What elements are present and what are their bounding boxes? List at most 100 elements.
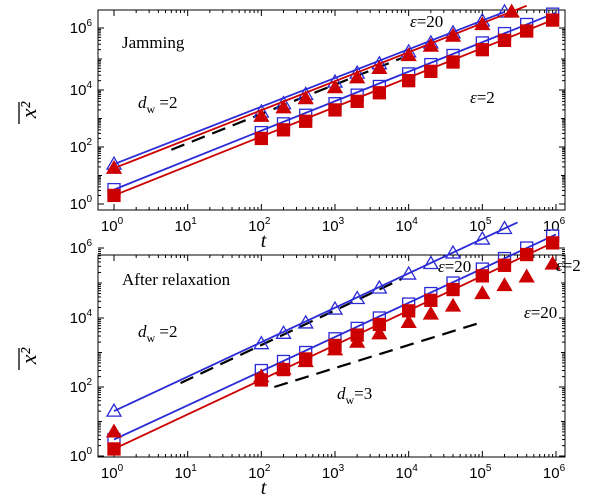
- y-tick-label: 100: [70, 194, 93, 213]
- data-point: [497, 258, 512, 272]
- annotation-curve-label: ε=20: [524, 303, 557, 322]
- data-point: [254, 131, 268, 146]
- data-point: [497, 33, 512, 47]
- data-point: [518, 268, 535, 283]
- annotation-slope-label: dw=3: [337, 384, 372, 407]
- series-4: [105, 255, 561, 438]
- data-point: [422, 37, 439, 52]
- data-point: [326, 341, 344, 356]
- y-tick-label: 100: [70, 446, 93, 465]
- data-point: [424, 293, 438, 307]
- data-point: [520, 24, 534, 38]
- data-point: [350, 94, 364, 108]
- reference-line: [180, 278, 402, 385]
- data-point: [371, 325, 388, 340]
- x-axis-label: t: [261, 477, 267, 499]
- annotation-curve-label: ε=20: [410, 12, 443, 31]
- fit-line: [113, 11, 505, 165]
- data-point: [446, 282, 460, 297]
- data-point: [544, 255, 561, 270]
- data-point: [275, 325, 292, 339]
- data-point: [275, 360, 292, 375]
- y-axis-label: x²: [16, 101, 41, 124]
- y-tick-label: 104: [70, 80, 93, 99]
- x-tick-label: 105: [469, 216, 492, 235]
- data-point: [326, 300, 344, 315]
- y-tick-label: 106: [70, 18, 93, 37]
- data-point: [424, 64, 438, 78]
- data-point: [444, 244, 462, 259]
- x-tick-label: 102: [248, 463, 271, 482]
- annotation-curve-label: ε=20: [438, 257, 471, 276]
- x-tick-label: 103: [322, 216, 345, 235]
- data-point: [253, 107, 270, 122]
- fit-line: [113, 221, 518, 412]
- data-point: [475, 43, 489, 57]
- data-point: [444, 27, 462, 42]
- data-point: [496, 277, 513, 292]
- annotation-curve-label: ε=2: [470, 88, 495, 107]
- data-point: [520, 247, 534, 262]
- x-tick-label: 101: [175, 463, 198, 482]
- data-point: [371, 60, 388, 74]
- data-point: [107, 442, 121, 456]
- x-tick-label: 103: [322, 463, 345, 482]
- x-axis-label: t: [261, 230, 267, 252]
- data-point: [105, 159, 123, 174]
- data-point: [297, 353, 314, 368]
- series-1: [105, 220, 518, 417]
- panel-title: After relaxation: [122, 270, 231, 289]
- data-point: [326, 79, 344, 94]
- x-tick-label: 106: [543, 463, 566, 482]
- fit-line: [113, 11, 557, 191]
- data-point: [276, 123, 291, 137]
- x-tick-label: 102: [248, 216, 271, 235]
- fit-line: [113, 4, 528, 170]
- annotation-panel-label: Jamming: [122, 33, 185, 52]
- annotation-slope-label: dw =2: [138, 93, 178, 116]
- data-point: [475, 269, 489, 283]
- data-point: [349, 333, 366, 348]
- series-1: [105, 3, 513, 170]
- data-point: [496, 220, 513, 235]
- data-point: [105, 423, 123, 438]
- data-point: [275, 99, 292, 114]
- annotation-curve-label: ε=2: [556, 256, 581, 275]
- x-tick-label: 100: [101, 216, 124, 235]
- data-point: [371, 279, 388, 294]
- data-point: [444, 297, 462, 312]
- data-point: [503, 3, 520, 18]
- reference-line: [170, 57, 402, 151]
- y-axis-label-text: x²: [16, 101, 41, 119]
- data-point: [545, 236, 560, 250]
- data-point: [253, 335, 270, 350]
- data-point: [372, 86, 387, 100]
- data-point: [422, 255, 439, 270]
- data-point: [297, 314, 314, 329]
- series-2: [105, 3, 528, 174]
- y-axis: 100 102 104 106: [70, 238, 565, 465]
- data-point: [107, 188, 121, 203]
- data-point: [299, 114, 313, 128]
- x-axis: 100 101 102 103 104 105 106: [101, 255, 566, 482]
- data-point: [253, 368, 270, 383]
- data-point: [545, 13, 560, 27]
- data-point: [349, 290, 366, 305]
- y-axis-label-text: x²: [16, 347, 41, 365]
- x-tick-label: 104: [396, 216, 419, 235]
- data-point: [349, 69, 366, 84]
- fit-line: [113, 233, 557, 441]
- x-tick-label: 100: [101, 463, 124, 482]
- data-point: [400, 47, 417, 62]
- data-point: [474, 16, 491, 31]
- data-point: [446, 55, 460, 69]
- y-axis-label: x²: [16, 347, 41, 370]
- data-point: [328, 103, 342, 117]
- data-point: [105, 402, 123, 417]
- x-tick-label: 104: [396, 463, 419, 482]
- x-tick-label: 101: [175, 216, 198, 235]
- data-point: [474, 285, 491, 300]
- data-point: [422, 305, 439, 320]
